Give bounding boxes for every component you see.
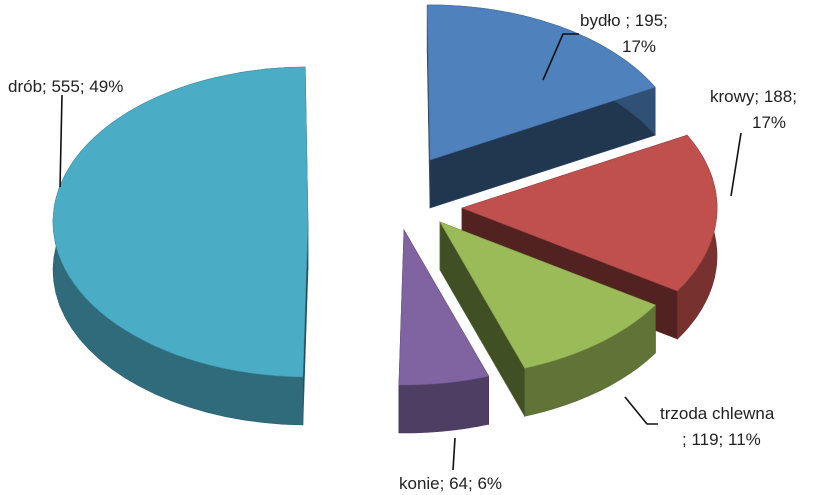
label-drób-line-1: drób; 555; 49% [8,77,123,96]
leader-line-konie [452,437,456,471]
slice-trzoda-chlewna-top [439,221,656,369]
pie-slices [52,4,718,434]
label-trzoda-chlewna-line-2: ; 119; 11% [682,430,761,449]
slice-krowy-top [461,134,718,292]
slice-drób [52,66,309,426]
label-krowy-line-2: 17% [752,113,786,132]
label-bydło-line-2: 17% [622,37,656,56]
label-bydło-line-1: bydło ; 195; [580,11,668,30]
slice-bydło-top [426,4,656,161]
slice-trzoda-chlewna [439,220,656,418]
slice-konie-top [398,228,490,386]
slice-konie [398,228,490,434]
leader-line-bydło [542,33,579,81]
label-trzoda-chlewna-line-1: trzoda chlewna [660,404,775,423]
label-konie-line-1: konie; 64; 6% [399,474,502,493]
pie-labels: drób; 555; 49% bydło ; 195; 17% krowy; 188;… [8,11,797,493]
slice-bydło [426,4,656,209]
slice-drób-top [52,66,309,378]
leader-line-trzoda-chlewna [624,396,658,425]
leader-line-drób [59,94,63,188]
leader-line-krowy [730,132,742,197]
label-krowy-line-1: krowy; 188; [710,87,797,106]
